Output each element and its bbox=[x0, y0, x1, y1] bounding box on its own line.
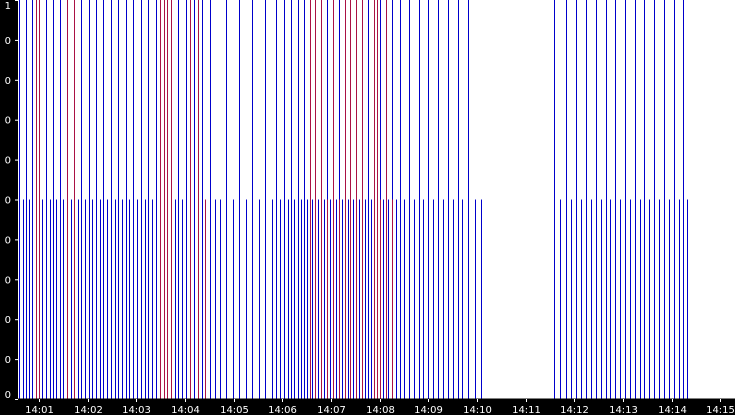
x-tick-label: 14:06 bbox=[268, 405, 297, 415]
y-tick-label: 0 bbox=[5, 76, 11, 87]
y-tick-label: 0 bbox=[5, 315, 11, 326]
y-tick-label: 0 bbox=[5, 156, 11, 167]
y-tick-label: 0 bbox=[5, 275, 11, 286]
x-tick-label: 14:03 bbox=[122, 405, 151, 415]
plot-background bbox=[18, 0, 735, 399]
x-tick-label: 14:07 bbox=[317, 405, 346, 415]
y-tick-label: 0 bbox=[5, 36, 11, 47]
x-tick-label: 14:13 bbox=[609, 405, 638, 415]
x-tick-label: 14:01 bbox=[25, 405, 54, 415]
y-tick-label: 0 bbox=[5, 390, 11, 401]
y-tick-label: 0 bbox=[5, 235, 11, 246]
y-tick-label: 1 bbox=[5, 1, 11, 12]
x-tick-label: 14:10 bbox=[463, 405, 492, 415]
y-tick-label: 0 bbox=[5, 116, 11, 127]
x-tick-label: 14:09 bbox=[414, 405, 443, 415]
x-tick-label: 14:08 bbox=[366, 405, 395, 415]
event-marks bbox=[19, 0, 688, 399]
x-tick-label: 14:04 bbox=[171, 405, 200, 415]
y-tick-label: 0 bbox=[5, 355, 11, 366]
y-tick-label: 0 bbox=[5, 196, 11, 207]
x-axis-ticks: 14:01 14:02 14:03 14:04 14:05 14:06 14:07 14:08… bbox=[25, 399, 735, 415]
y-axis-ticks: 1 0 0 0 0 0 0 0 0 0 0 bbox=[5, 0, 18, 401]
x-tick-label: 14:05 bbox=[220, 405, 249, 415]
x-tick-label: 14:12 bbox=[560, 405, 589, 415]
x-tick-label: 14:02 bbox=[74, 405, 103, 415]
x-tick-label: 14:15 bbox=[706, 405, 735, 415]
x-tick-label: 14:11 bbox=[512, 405, 541, 415]
x-tick-label: 14:14 bbox=[658, 405, 687, 415]
